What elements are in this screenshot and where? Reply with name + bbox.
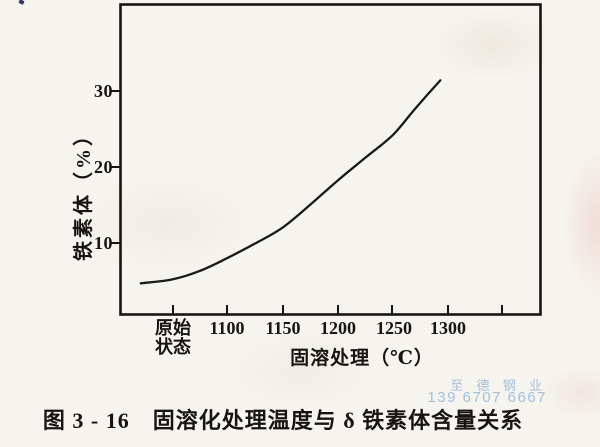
x-tick-marks [172,305,503,314]
watermark-phone: 139 6707 6667 [427,389,547,406]
plot-frame [119,3,542,316]
x-tick-label-1100: 1100 [209,318,245,338]
y-axis-title: 铁素体（%） [73,123,95,261]
x-tick-label-original-state: 原始 状态 [155,318,191,357]
x-axis-title: 固溶处理（℃） [290,348,434,369]
figure-caption: 图 3 - 16 固溶化处理温度与 δ 铁素体含量关系 [42,408,524,433]
ferrite-curve [139,79,442,285]
y-tick-marks [111,90,120,244]
x-tick-label-1300: 1300 [430,318,466,338]
x-tick-label-1150: 1150 [265,318,301,338]
x-tick-label-1250: 1250 [376,318,412,338]
y-tick-label-10: 10 [94,233,113,253]
watermark-company: 至 德 钢 业 [450,378,547,393]
y-tick-label-20: 20 [94,157,113,177]
x-tick-label-1200: 1200 [320,318,356,338]
y-tick-label-30: 30 [94,81,113,101]
